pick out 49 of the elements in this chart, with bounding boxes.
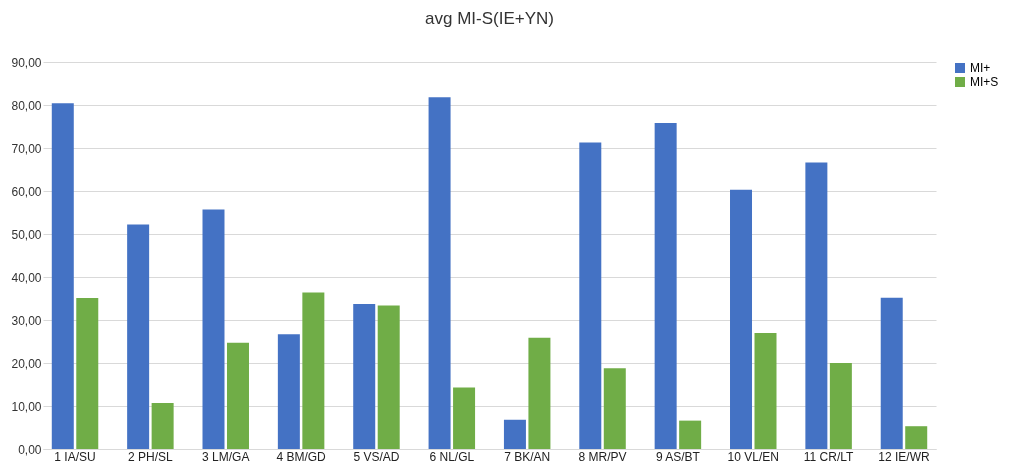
x-tick-label: 5 VS/AD [353, 449, 400, 464]
y-tick-label: 20,00 [11, 356, 42, 371]
bar [579, 142, 602, 449]
chart-title: avg MI-S(IE+YN) [425, 9, 554, 28]
bar [226, 342, 249, 449]
legend-label: MI+ [970, 61, 991, 75]
bar [428, 97, 451, 449]
bar [654, 123, 677, 449]
x-tick-label: 11 CR/LT [803, 449, 855, 464]
bar [905, 426, 928, 449]
y-tick-label: 70,00 [11, 141, 42, 156]
bar [76, 298, 99, 449]
bar [679, 420, 702, 449]
x-tick-label: 12 IE/WR [878, 449, 930, 464]
legend-label: MI+S [970, 75, 999, 89]
bar [805, 162, 828, 449]
x-tick-label: 8 MR/PV [578, 449, 627, 464]
bar [453, 387, 476, 449]
bar [377, 305, 400, 449]
y-tick-label: 40,00 [11, 270, 42, 285]
y-tick-label: 50,00 [11, 227, 42, 242]
x-tick-label: 3 LM/GA [202, 449, 250, 464]
bar [730, 189, 753, 449]
bar [353, 304, 376, 449]
bar [528, 337, 551, 449]
x-tick-label: 9 AS/BT [655, 449, 701, 464]
bar [151, 402, 174, 449]
x-tick-label: 4 BM/GD [276, 449, 327, 464]
y-tick-label: 90,00 [11, 55, 42, 70]
bar [277, 334, 300, 449]
y-tick-label: 80,00 [11, 98, 42, 113]
x-tick-label: 6 NL/GL [429, 449, 475, 464]
y-tick-label: 30,00 [11, 313, 42, 328]
bar [880, 297, 903, 449]
bar [754, 332, 777, 449]
bar [202, 209, 225, 449]
x-tick-label: 10 VL/EN [727, 449, 779, 464]
bar [51, 103, 74, 449]
x-tick-label: 7 BK/AN [504, 449, 551, 464]
bar [302, 292, 325, 449]
bar [503, 419, 526, 449]
y-tick-label: 0,00 [18, 442, 42, 457]
bar [603, 368, 626, 449]
bar [127, 224, 150, 449]
x-tick-label: 2 PH/SL [128, 449, 174, 464]
bar [829, 363, 852, 449]
y-tick-label: 10,00 [11, 399, 42, 414]
x-tick-label: 1 IA/SU [54, 449, 96, 464]
y-tick-label: 60,00 [11, 184, 42, 199]
